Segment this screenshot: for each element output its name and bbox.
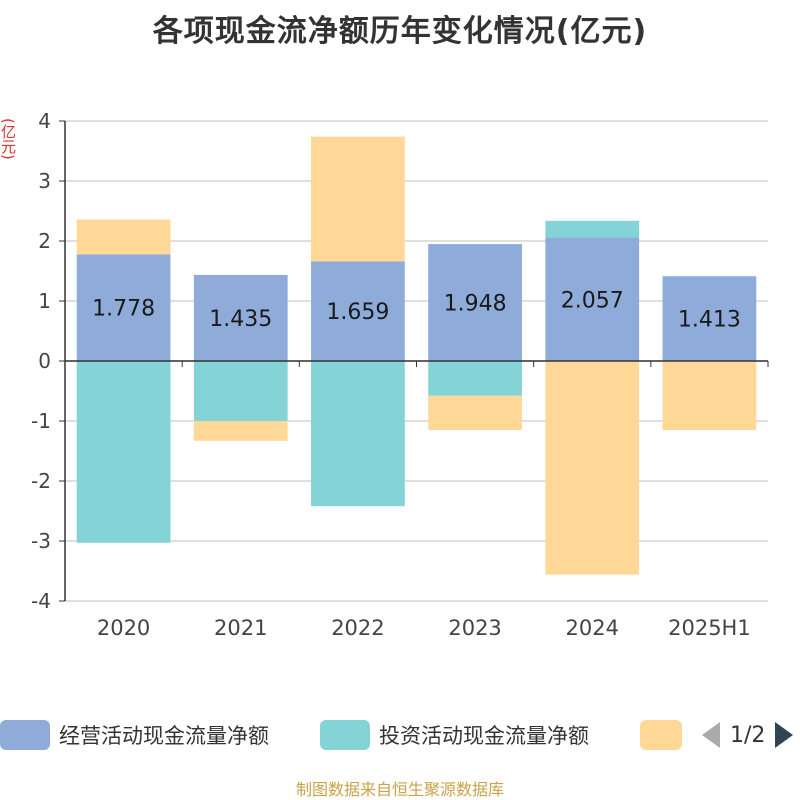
chart-title: 各项现金流净额历年变化情况(亿元) — [152, 14, 648, 49]
bar-series0-2024 — [545, 237, 640, 361]
y-tick-label: -1 — [31, 409, 51, 433]
y-tick-label: 0 — [38, 349, 51, 373]
bar-series0-2020 — [76, 254, 171, 361]
y-tick-label: 3 — [38, 169, 51, 193]
data-label: 1.778 — [92, 297, 155, 322]
legend-label-operating: 经营活动现金流量净额 — [59, 724, 269, 748]
data-label: 1.435 — [209, 307, 272, 332]
bar-series2-2024 — [545, 361, 640, 575]
y-tick-label: -2 — [31, 469, 51, 493]
y-tick-label: 1 — [38, 289, 51, 313]
bar-series0-2023 — [428, 244, 522, 361]
data-label: 1.659 — [326, 300, 389, 325]
legend-item-investing[interactable]: 投资活动现金流量净额 — [320, 720, 589, 750]
bar-series2-2023 — [428, 395, 522, 430]
legend-swatch-third — [640, 720, 682, 750]
bar-series1-2021 — [193, 361, 288, 421]
x-tick-label: 2021 — [214, 616, 267, 640]
data-label: 1.948 — [444, 292, 507, 317]
next-page-icon[interactable] — [775, 722, 794, 748]
x-tick-label: 2025H1 — [668, 616, 751, 640]
legend: 经营活动现金流量净额 投资活动现金流量净额 1/2 — [0, 712, 800, 758]
legend-item-third[interactable] — [640, 720, 682, 750]
x-tick-label: 2024 — [566, 616, 619, 640]
bar-series2-2022 — [311, 136, 405, 262]
legend-label-investing: 投资活动现金流量净额 — [379, 724, 589, 748]
data-label: 1.413 — [678, 308, 741, 333]
bar-series0-2022 — [311, 261, 405, 361]
bar-series2-2020 — [76, 219, 171, 255]
y-axis-unit: (亿元) — [0, 118, 17, 160]
bar-series2-2025H1 — [662, 361, 757, 430]
legend-swatch-operating — [0, 720, 50, 750]
bar-series1-2024 — [545, 220, 640, 238]
legend-pager: 1/2 — [702, 720, 794, 750]
x-tick-label: 2020 — [97, 616, 150, 640]
data-label: 2.057 — [561, 288, 624, 313]
y-tick-label: -3 — [31, 529, 51, 553]
prev-page-icon[interactable] — [702, 722, 720, 748]
bar-series1-2020 — [76, 361, 171, 543]
y-tick-label: 2 — [38, 229, 51, 253]
cashflow-bar-chart: 4 3 2 1 0 -1 -2 -3 -4 1.778 2020 1.435 2021 1.659 2022… — [31, 109, 769, 640]
y-tick-label: 4 — [38, 109, 51, 133]
bar-series1-2023 — [428, 361, 522, 396]
y-tick-label: -4 — [31, 589, 51, 613]
bar-series2-2021 — [193, 421, 288, 441]
legend-item-operating[interactable]: 经营活动现金流量净额 — [0, 720, 269, 750]
bar-series0-2021 — [193, 274, 288, 361]
data-source-note: 制图数据来自恒生聚源数据库 — [295, 780, 504, 799]
legend-page-indicator: 1/2 — [730, 722, 766, 748]
x-tick-label: 2023 — [448, 616, 501, 640]
x-tick-label: 2022 — [331, 616, 384, 640]
bar-series1-2022 — [311, 361, 405, 507]
legend-swatch-investing — [320, 720, 370, 750]
bar-series0-2025H1 — [662, 276, 757, 361]
